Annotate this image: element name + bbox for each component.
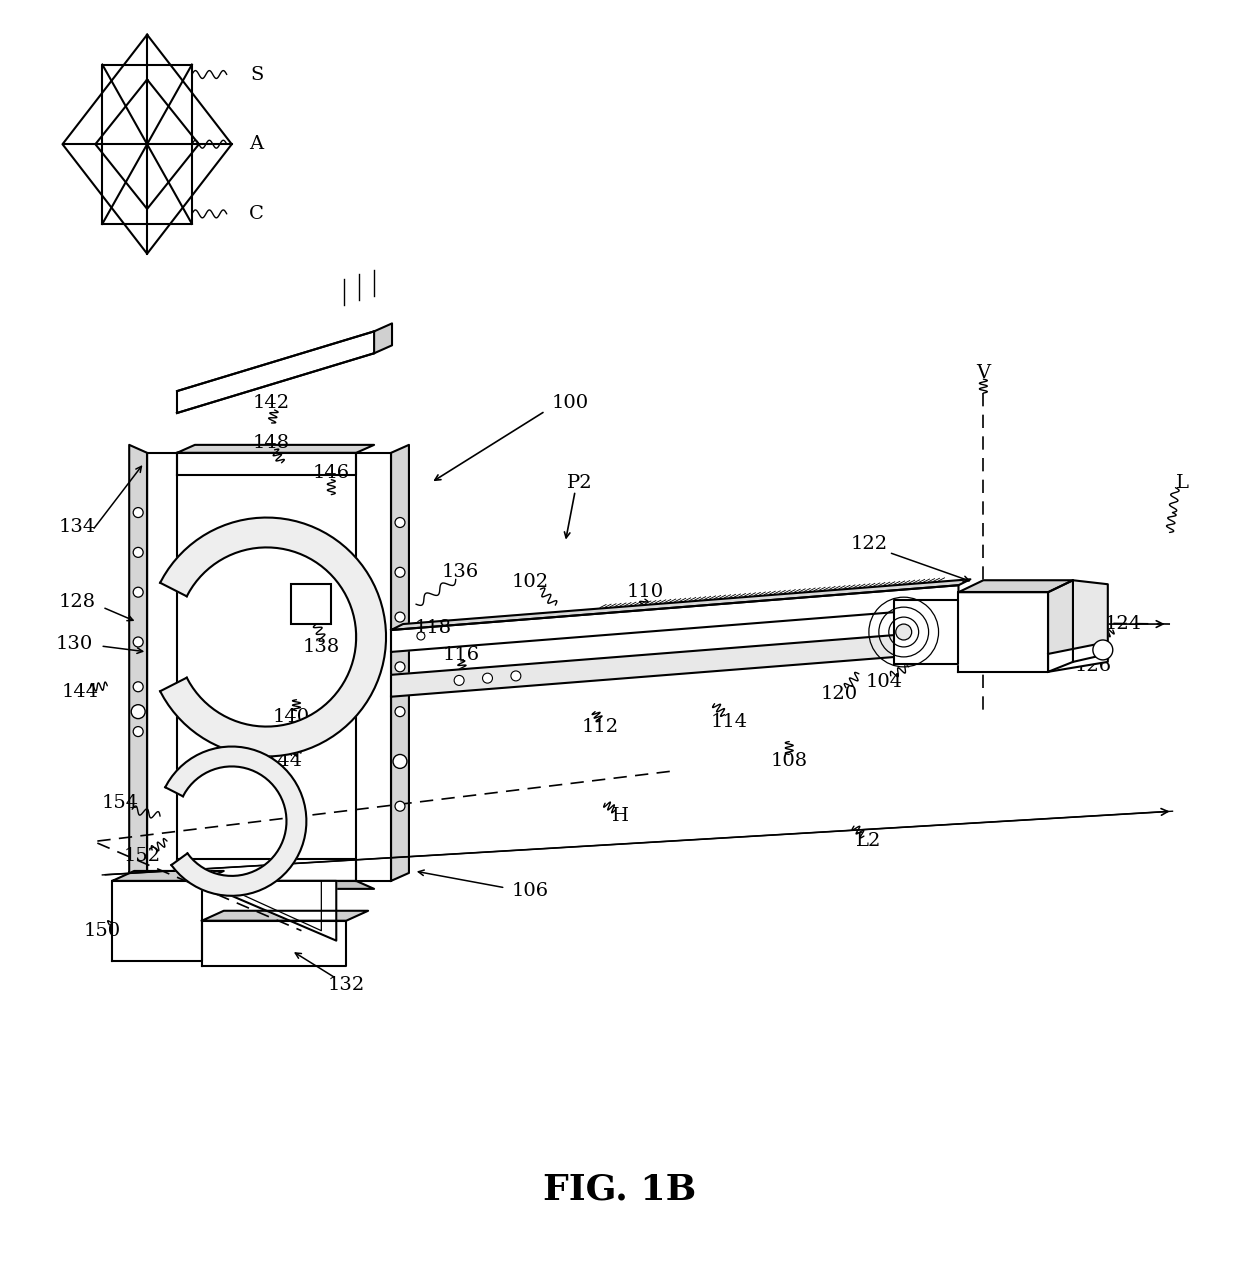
Text: 146: 146 bbox=[312, 464, 350, 482]
Text: 148: 148 bbox=[253, 434, 290, 452]
Polygon shape bbox=[165, 747, 306, 895]
Circle shape bbox=[396, 801, 405, 812]
Circle shape bbox=[393, 754, 407, 768]
Polygon shape bbox=[129, 445, 148, 881]
Text: 106: 106 bbox=[512, 881, 549, 899]
Text: A: A bbox=[249, 135, 264, 153]
Text: 150: 150 bbox=[84, 922, 120, 940]
Text: 126: 126 bbox=[1074, 656, 1111, 675]
Circle shape bbox=[133, 547, 143, 557]
Text: 142: 142 bbox=[253, 394, 290, 412]
Text: H: H bbox=[611, 808, 629, 826]
Polygon shape bbox=[113, 871, 223, 881]
Text: 144: 144 bbox=[265, 753, 303, 771]
Text: 110: 110 bbox=[626, 583, 663, 602]
Text: 128: 128 bbox=[58, 593, 95, 611]
Text: 116: 116 bbox=[443, 646, 480, 664]
Polygon shape bbox=[959, 580, 1073, 593]
Circle shape bbox=[396, 757, 405, 767]
Polygon shape bbox=[1048, 580, 1073, 672]
Polygon shape bbox=[177, 453, 356, 474]
Text: S: S bbox=[250, 66, 263, 84]
Text: 102: 102 bbox=[512, 574, 549, 591]
Circle shape bbox=[133, 726, 143, 736]
Polygon shape bbox=[356, 453, 391, 881]
Text: P2: P2 bbox=[568, 473, 593, 492]
Text: 144: 144 bbox=[62, 683, 99, 701]
Text: 112: 112 bbox=[582, 717, 619, 735]
Circle shape bbox=[131, 705, 145, 719]
Text: 140: 140 bbox=[273, 707, 310, 725]
Circle shape bbox=[396, 567, 405, 577]
Text: 130: 130 bbox=[56, 635, 93, 653]
Circle shape bbox=[396, 707, 405, 716]
Polygon shape bbox=[177, 881, 374, 889]
Text: 104: 104 bbox=[866, 673, 903, 691]
Text: 152: 152 bbox=[124, 847, 161, 865]
Text: 154: 154 bbox=[102, 794, 139, 813]
Circle shape bbox=[511, 670, 521, 681]
Circle shape bbox=[396, 518, 405, 528]
Text: 136: 136 bbox=[443, 563, 480, 581]
Polygon shape bbox=[202, 911, 368, 921]
Text: 138: 138 bbox=[303, 639, 340, 656]
Text: 118: 118 bbox=[414, 619, 451, 637]
Polygon shape bbox=[391, 579, 971, 630]
Text: FIG. 1B: FIG. 1B bbox=[543, 1173, 697, 1207]
Text: C: C bbox=[249, 205, 264, 223]
Circle shape bbox=[417, 632, 425, 640]
Text: 122: 122 bbox=[851, 536, 888, 553]
Text: 124: 124 bbox=[1104, 616, 1141, 633]
Polygon shape bbox=[374, 323, 392, 354]
Text: 100: 100 bbox=[552, 394, 589, 412]
Circle shape bbox=[396, 612, 405, 622]
Polygon shape bbox=[959, 593, 1048, 672]
Circle shape bbox=[396, 661, 405, 672]
Circle shape bbox=[482, 673, 492, 683]
Text: L2: L2 bbox=[856, 832, 882, 850]
Text: L: L bbox=[1176, 473, 1189, 492]
Circle shape bbox=[454, 675, 464, 686]
Polygon shape bbox=[113, 881, 202, 960]
Polygon shape bbox=[177, 445, 374, 453]
Polygon shape bbox=[148, 453, 177, 881]
Polygon shape bbox=[894, 600, 959, 664]
Polygon shape bbox=[177, 859, 356, 881]
Text: 120: 120 bbox=[821, 684, 858, 702]
Circle shape bbox=[133, 682, 143, 692]
Circle shape bbox=[133, 588, 143, 597]
Bar bbox=[291, 584, 331, 625]
Circle shape bbox=[133, 637, 143, 647]
Polygon shape bbox=[391, 630, 959, 697]
Polygon shape bbox=[160, 518, 386, 757]
Polygon shape bbox=[391, 585, 959, 653]
Polygon shape bbox=[1073, 580, 1107, 661]
Text: 132: 132 bbox=[327, 977, 365, 995]
Circle shape bbox=[133, 508, 143, 518]
Circle shape bbox=[895, 625, 911, 640]
Text: 108: 108 bbox=[771, 753, 807, 771]
Polygon shape bbox=[177, 332, 374, 413]
Text: 114: 114 bbox=[711, 712, 748, 730]
Polygon shape bbox=[197, 881, 336, 940]
Polygon shape bbox=[1048, 642, 1107, 672]
Text: V: V bbox=[976, 364, 991, 382]
Text: 134: 134 bbox=[58, 519, 95, 537]
Polygon shape bbox=[391, 445, 409, 881]
Circle shape bbox=[1092, 640, 1112, 660]
Polygon shape bbox=[202, 921, 346, 965]
